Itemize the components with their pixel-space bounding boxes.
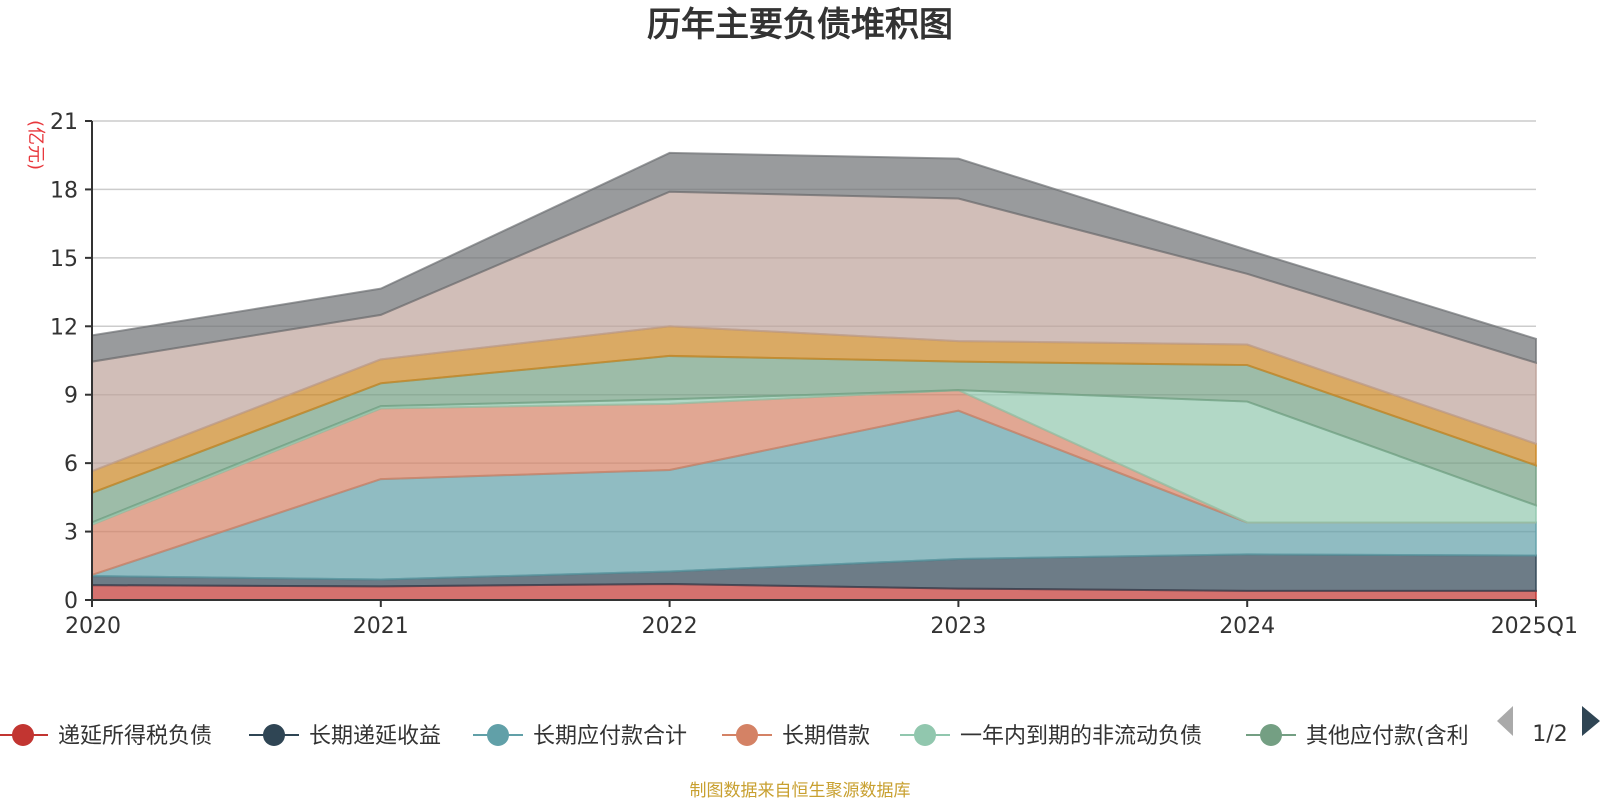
legend-label: 长期应付款合计: [533, 724, 687, 749]
x-tick-label: 2020: [65, 614, 121, 639]
legend-marker-icon: [487, 724, 509, 746]
legend-item[interactable]: 递延所得税负债: [0, 724, 212, 749]
y-tick-label: 12: [50, 315, 78, 340]
x-tick-label: 2025Q1: [1491, 614, 1578, 639]
legend-marker-icon: [263, 724, 285, 746]
legend-marker-icon: [12, 724, 34, 746]
legend-label: 长期借款: [782, 724, 870, 749]
y-tick-label: 21: [50, 110, 78, 135]
legend-item[interactable]: 长期递延收益: [249, 724, 441, 749]
area-series: [91, 151, 1537, 601]
legend-label: 一年内到期的非流动负债: [960, 724, 1202, 749]
legend-marker-icon: [914, 724, 936, 746]
y-tick-label: 0: [64, 589, 78, 614]
y-axis-unit-label: (亿元): [25, 120, 46, 170]
x-tick-label: 2023: [930, 614, 986, 639]
y-tick-label: 3: [64, 521, 78, 546]
legend-item[interactable]: 其他应付款(含利: [1246, 724, 1469, 749]
area-应付票据: [91, 151, 1537, 365]
x-tick-label: 2024: [1219, 614, 1275, 639]
x-tick-label: 2022: [642, 614, 698, 639]
legend-next-page-icon[interactable]: [1582, 706, 1600, 736]
legend-pager: 1/2: [1497, 706, 1600, 747]
y-tick-label: 15: [50, 247, 78, 272]
legend-label: 其他应付款(含利: [1306, 724, 1469, 749]
x-tick-label: 2021: [353, 614, 409, 639]
legend-marker-icon: [736, 724, 758, 746]
y-tick-label: 9: [64, 384, 78, 409]
legend-label: 长期递延收益: [309, 724, 441, 749]
legend-item[interactable]: 长期借款: [722, 724, 870, 749]
legend-marker-icon: [1260, 724, 1282, 746]
y-tick-label: 18: [50, 178, 78, 203]
legend-prev-page-icon[interactable]: [1497, 706, 1513, 736]
legend: 递延所得税负债 长期递延收益 长期应付款合计 长期借款 一年内到期的非流动负债 其他应付款…: [0, 724, 1469, 749]
y-tick-label: 6: [64, 452, 78, 477]
legend-label: 递延所得税负债: [58, 724, 212, 749]
legend-page-indicator: 1/2: [1532, 722, 1567, 747]
legend-item[interactable]: 长期应付款合计: [473, 724, 687, 749]
data-source-note: 制图数据来自恒生聚源数据库: [690, 781, 911, 800]
legend-item[interactable]: 一年内到期的非流动负债: [900, 724, 1202, 749]
chart-title: 历年主要负债堆积图: [647, 5, 953, 45]
axes: 0 3 6 9 12 15 18 21 2020 2021 2022 2023 2024 2025Q1: [50, 110, 1578, 639]
